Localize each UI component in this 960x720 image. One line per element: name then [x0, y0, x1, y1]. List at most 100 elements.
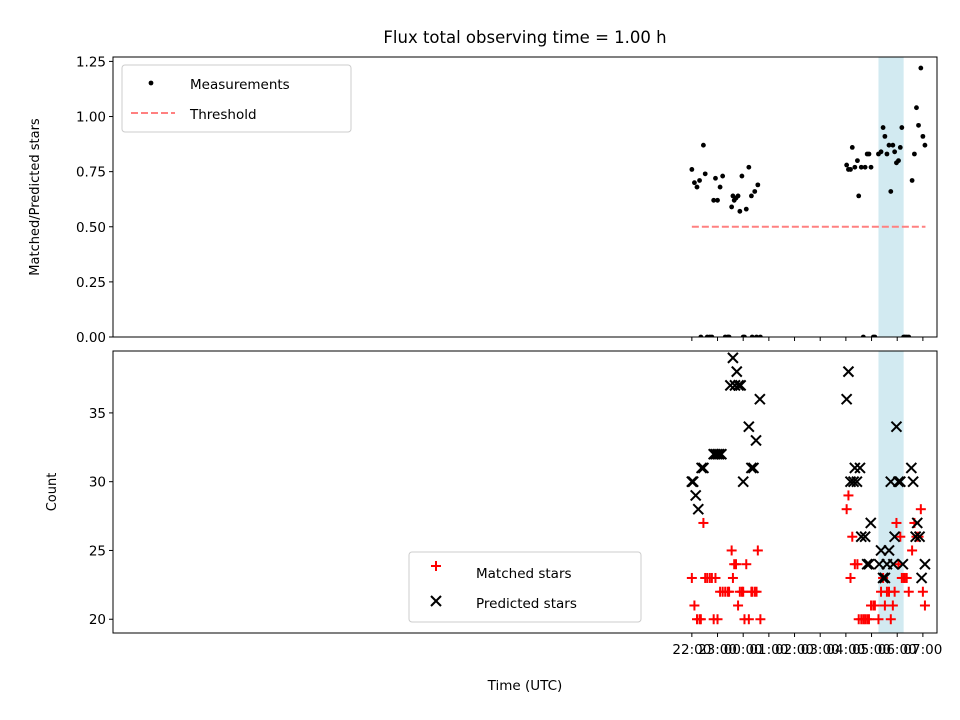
- measurement-point: [916, 122, 921, 128]
- predicted-stars-point: [727, 352, 739, 364]
- measurement-point: [912, 151, 917, 157]
- measurement-point: [848, 167, 853, 172]
- matched-stars-point: [917, 586, 928, 597]
- top-highlight-span: [878, 57, 904, 337]
- measurement-point: [884, 151, 890, 157]
- matched-stars-point: [731, 559, 742, 570]
- matched-stars-point: [873, 614, 884, 625]
- predicted-stars-point: [865, 517, 877, 529]
- matched-stars-point: [869, 600, 880, 611]
- predicted-stars-point: [883, 544, 895, 557]
- x-tick-label: 00:00: [724, 642, 763, 658]
- measurement-point: [737, 208, 743, 214]
- matched-stars-point: [889, 586, 900, 597]
- measurement-point: [906, 334, 912, 337]
- x-axis-label: Time (UTC): [487, 678, 563, 694]
- measurement-point: [855, 158, 860, 164]
- measurement-point: [882, 133, 888, 139]
- measurement-point: [735, 193, 741, 199]
- top-y-tick-label: 1.00: [76, 110, 106, 126]
- measurement-point: [742, 334, 747, 337]
- legend-matched-marker: [431, 561, 441, 571]
- predicted-stars-point: [897, 558, 909, 570]
- predicted-stars-point: [854, 462, 866, 474]
- matched-stars-point: [885, 614, 896, 625]
- matched-stars-point: [887, 600, 898, 611]
- predicted-stars-point: [687, 475, 699, 488]
- matched-stars-point: [863, 614, 874, 625]
- predicted-stars-point: [887, 558, 900, 570]
- measurement-point: [862, 164, 868, 170]
- matched-stars-point: [712, 614, 723, 625]
- measurement-point: [878, 149, 884, 155]
- predicted-stars-point: [911, 517, 923, 529]
- predicted-stars-point: [840, 393, 853, 405]
- measurement-point: [713, 175, 718, 181]
- chart-title: Flux total observing time = 1.00 h: [383, 28, 666, 47]
- x-tick-label: 06:00: [878, 642, 917, 658]
- measurement-point: [896, 158, 901, 164]
- measurement-point: [715, 197, 720, 203]
- top-y-tick-label: 0.50: [76, 220, 106, 236]
- x-tick-label: 22:00: [672, 642, 711, 658]
- predicted-stars-point: [877, 572, 889, 584]
- predicted-stars-point: [879, 572, 891, 584]
- top-axes-frame: [112, 56, 938, 338]
- measurement-point: [858, 164, 864, 170]
- matched-stars-point: [752, 545, 763, 556]
- measurement-point: [899, 125, 905, 130]
- legend-threshold-label: Threshold: [189, 107, 257, 123]
- matched-stars-point: [724, 586, 735, 597]
- top-legend: Measurements Threshold: [121, 64, 352, 133]
- top-panel: 0.00 0.25 0.50 0.75 1.00 1.25 Matched/Predict…: [28, 54, 938, 346]
- measurement-point: [692, 180, 697, 186]
- predicted-stars-point: [892, 475, 905, 488]
- predicted-stars-point: [894, 475, 906, 488]
- matched-stars-point: [686, 572, 697, 583]
- measurement-point: [914, 105, 919, 111]
- predicted-stars-point: [851, 475, 863, 488]
- bottom-y-tick-label: 25: [89, 543, 106, 559]
- matched-stars-point: [755, 614, 766, 625]
- predicted-stars-point: [713, 448, 726, 460]
- measurement-point: [888, 189, 894, 194]
- x-tick-label: 01:00: [749, 642, 788, 658]
- predicted-stars-point: [747, 462, 760, 474]
- predicted-stars-point: [731, 365, 743, 378]
- top-y-tick-label: 0.25: [76, 275, 106, 291]
- predicted-stars-point: [732, 379, 745, 392]
- predicted-stars-point: [909, 531, 922, 543]
- measurement-point: [689, 167, 695, 172]
- bottom-y-tick-label: 30: [89, 475, 106, 491]
- predicted-stars-point: [743, 420, 755, 433]
- x-tick-label: 07:00: [903, 642, 942, 658]
- matched-stars-point: [727, 572, 738, 583]
- measurement-point: [860, 334, 866, 337]
- matched-stars-point: [845, 572, 856, 583]
- measurement-point: [872, 334, 878, 337]
- matched-stars-point: [743, 614, 754, 625]
- measurement-point: [702, 171, 708, 177]
- predicted-stars-point: [842, 365, 855, 378]
- measurement-point: [868, 164, 874, 170]
- predicted-stars-point: [863, 558, 875, 570]
- legend-measurements-label: Measurements: [190, 77, 290, 93]
- top-legend-box: [121, 64, 352, 133]
- measurement-point: [757, 334, 763, 337]
- predicted-stars-point: [734, 379, 747, 392]
- matched-stars-point: [903, 586, 914, 597]
- measurement-point: [856, 193, 862, 199]
- predicted-stars-point: [754, 393, 766, 405]
- x-tick-label: 03:00: [801, 642, 840, 658]
- measurement-point: [711, 197, 717, 203]
- measurement-point: [749, 334, 755, 337]
- predicted-stars-point: [750, 434, 762, 447]
- matched-stars-point: [907, 545, 918, 556]
- bottom-legend: Matched stars Predicted stars: [408, 551, 642, 623]
- measurement-point: [697, 178, 702, 183]
- measurement-point: [746, 164, 752, 170]
- top-y-tick-label: 1.25: [76, 54, 106, 70]
- bottom-highlight-span: [878, 351, 904, 633]
- predicted-stars-point: [905, 462, 918, 474]
- matched-stars-point: [847, 531, 858, 542]
